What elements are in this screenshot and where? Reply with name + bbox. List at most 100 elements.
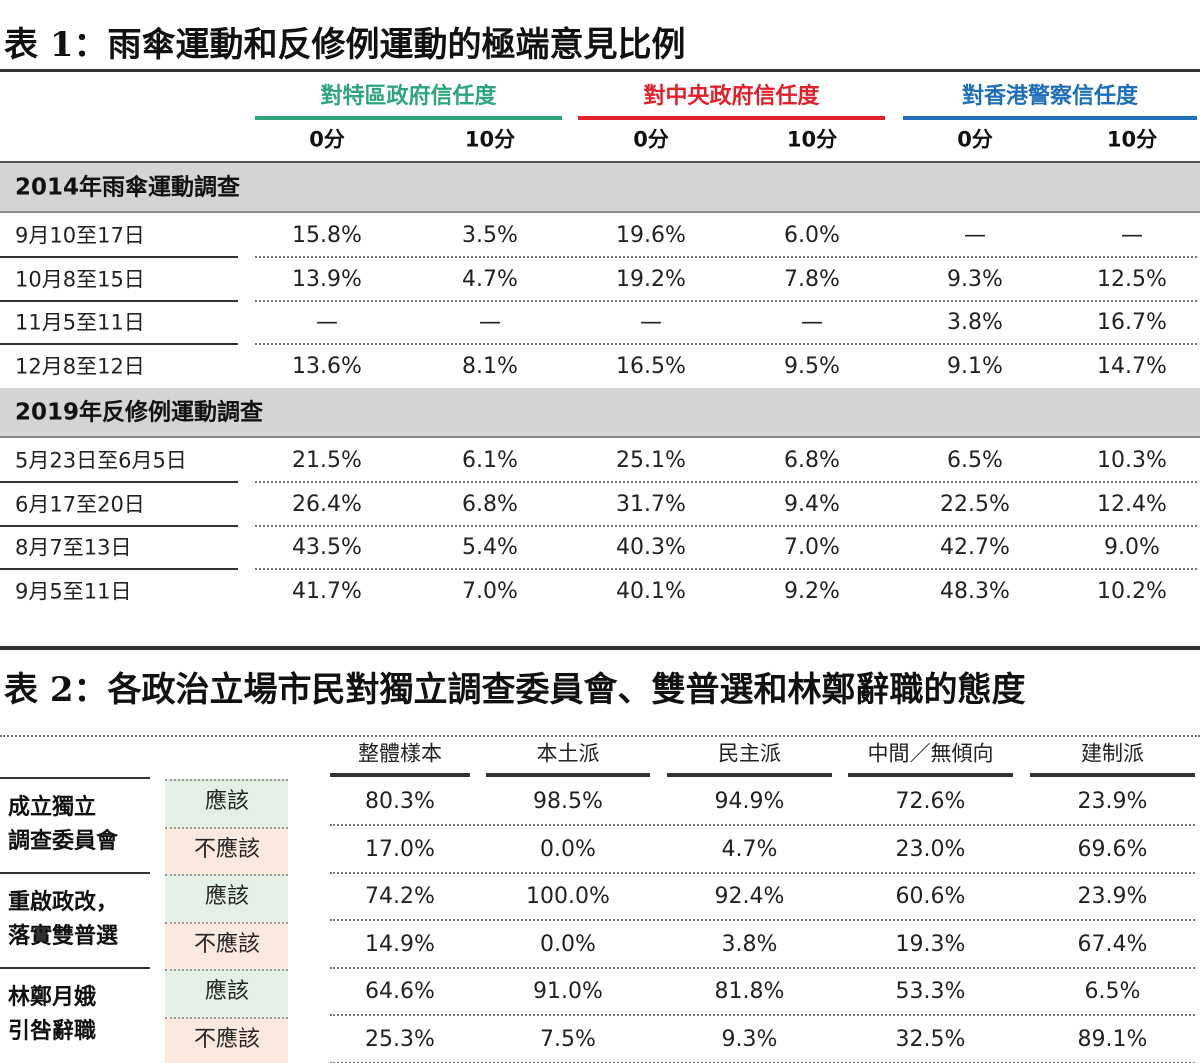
row-label: 落實雙普選 bbox=[8, 924, 119, 949]
rule bbox=[0, 646, 1200, 650]
cell: 6.5% bbox=[1084, 979, 1141, 1004]
cell: 10.3% bbox=[1097, 448, 1167, 473]
cell: 9.4% bbox=[784, 491, 840, 517]
answer-label: 不應該 bbox=[193, 931, 261, 957]
section-title: 2019年反修例運動調查 bbox=[15, 399, 264, 426]
group-header: 對中央政府信任度 bbox=[643, 84, 820, 109]
cell: 100.0% bbox=[526, 884, 610, 909]
group-rule bbox=[0, 872, 150, 874]
dotted-rule bbox=[255, 256, 1197, 258]
row-label: 重啟政改， bbox=[8, 890, 119, 915]
cell: 3.5% bbox=[462, 223, 518, 248]
cell: 14.7% bbox=[1097, 353, 1167, 379]
row-rule bbox=[0, 343, 238, 345]
cell: 23.0% bbox=[895, 836, 966, 862]
row-label: 10月8至15日 bbox=[15, 267, 145, 291]
cell: 42.7% bbox=[940, 535, 1010, 560]
rule bbox=[0, 161, 1200, 163]
cell: 9.0% bbox=[1104, 535, 1160, 560]
row-label: 林鄭月娥 bbox=[8, 985, 97, 1010]
cell: 0.0% bbox=[540, 931, 596, 957]
dotted-rule bbox=[330, 919, 1195, 921]
cell: 89.1% bbox=[1077, 1026, 1148, 1052]
cell: 6.5% bbox=[947, 448, 1003, 473]
cell: 7.0% bbox=[462, 578, 518, 604]
table-title: 表 2：各政治立場市民對獨立調查委員會、雙普選和林鄭辭職的態度 bbox=[4, 670, 1026, 710]
group-underline bbox=[255, 116, 562, 120]
column-underline bbox=[330, 773, 470, 777]
column-header: 整體樣本 bbox=[358, 741, 442, 766]
answer-cell bbox=[165, 826, 288, 875]
column-header: 建制派 bbox=[1081, 741, 1144, 766]
cell: 25.3% bbox=[365, 1026, 435, 1052]
answer-cell bbox=[165, 779, 288, 827]
cell: 12.4% bbox=[1097, 491, 1167, 517]
section-band bbox=[0, 388, 1200, 438]
group-header: 對特區政府信任度 bbox=[320, 84, 497, 109]
cell: 23.9% bbox=[1077, 884, 1148, 909]
row-label: 成立獨立 bbox=[8, 795, 97, 820]
cell: 64.6% bbox=[365, 979, 435, 1004]
row-label: 6月17至20日 bbox=[15, 492, 145, 516]
cell: 25.1% bbox=[616, 448, 686, 473]
cell: 4.7% bbox=[721, 836, 778, 862]
cell: 81.8% bbox=[714, 979, 785, 1004]
dotted-rule bbox=[330, 824, 1195, 826]
cell: 13.9% bbox=[292, 266, 362, 292]
cell: — bbox=[479, 310, 501, 335]
cell: 22.5% bbox=[940, 491, 1010, 517]
cell: 3.8% bbox=[947, 310, 1003, 335]
cell: 19.6% bbox=[616, 223, 686, 248]
row-rule bbox=[0, 568, 238, 570]
column-header: 0分 bbox=[633, 127, 669, 152]
cell: 6.8% bbox=[462, 491, 518, 517]
rule bbox=[0, 69, 1200, 72]
cell: 21.5% bbox=[292, 448, 362, 473]
section-band bbox=[0, 163, 1200, 213]
column-underline bbox=[1030, 773, 1195, 777]
row-label: 5月23日至6月5日 bbox=[15, 448, 187, 473]
cell: 16.5% bbox=[616, 353, 686, 379]
row-label: 調查委員會 bbox=[8, 829, 119, 854]
cell: 6.8% bbox=[784, 448, 840, 473]
row-rule bbox=[0, 256, 238, 258]
dotted-rule bbox=[330, 871, 1195, 874]
dotted-rule bbox=[255, 343, 1197, 345]
cell: 7.8% bbox=[784, 266, 840, 292]
cell: 32.5% bbox=[895, 1026, 966, 1052]
cell: 7.5% bbox=[540, 1026, 596, 1052]
answer-cell bbox=[165, 874, 288, 922]
dotted-rule bbox=[255, 481, 1197, 483]
cell: 8.1% bbox=[462, 353, 518, 379]
answer-label: 不應該 bbox=[193, 1026, 261, 1052]
cell: 23.9% bbox=[1077, 789, 1148, 814]
group-underline bbox=[903, 116, 1197, 120]
cell: 15.8% bbox=[292, 223, 362, 248]
row-rule bbox=[0, 481, 238, 483]
cell: 9.2% bbox=[784, 578, 840, 604]
cell: 67.4% bbox=[1077, 931, 1148, 957]
cell: 19.3% bbox=[895, 931, 966, 957]
cell: 92.4% bbox=[714, 884, 785, 909]
cell: — bbox=[1121, 223, 1143, 248]
column-header: 本土派 bbox=[536, 741, 600, 766]
cell: 31.7% bbox=[616, 491, 686, 517]
dotted-rule bbox=[0, 735, 1200, 737]
cell: — bbox=[801, 310, 823, 335]
cell: 40.3% bbox=[616, 535, 686, 560]
cell: 41.7% bbox=[292, 578, 362, 604]
cell: 60.6% bbox=[895, 884, 966, 909]
dotted-rule bbox=[330, 966, 1195, 969]
answer-label: 應該 bbox=[204, 789, 250, 814]
cell: 72.6% bbox=[895, 789, 966, 814]
column-underline bbox=[667, 773, 832, 777]
row-rule bbox=[0, 524, 238, 527]
cell: 6.1% bbox=[462, 448, 518, 473]
column-header: 0分 bbox=[309, 127, 345, 152]
table-title: 表 1：雨傘運動和反修例運動的極端意見比例 bbox=[4, 25, 686, 65]
cell: 9.5% bbox=[784, 353, 840, 379]
cell: 4.7% bbox=[462, 266, 518, 292]
cell: 12.5% bbox=[1097, 266, 1167, 292]
cell: 69.6% bbox=[1077, 836, 1148, 862]
